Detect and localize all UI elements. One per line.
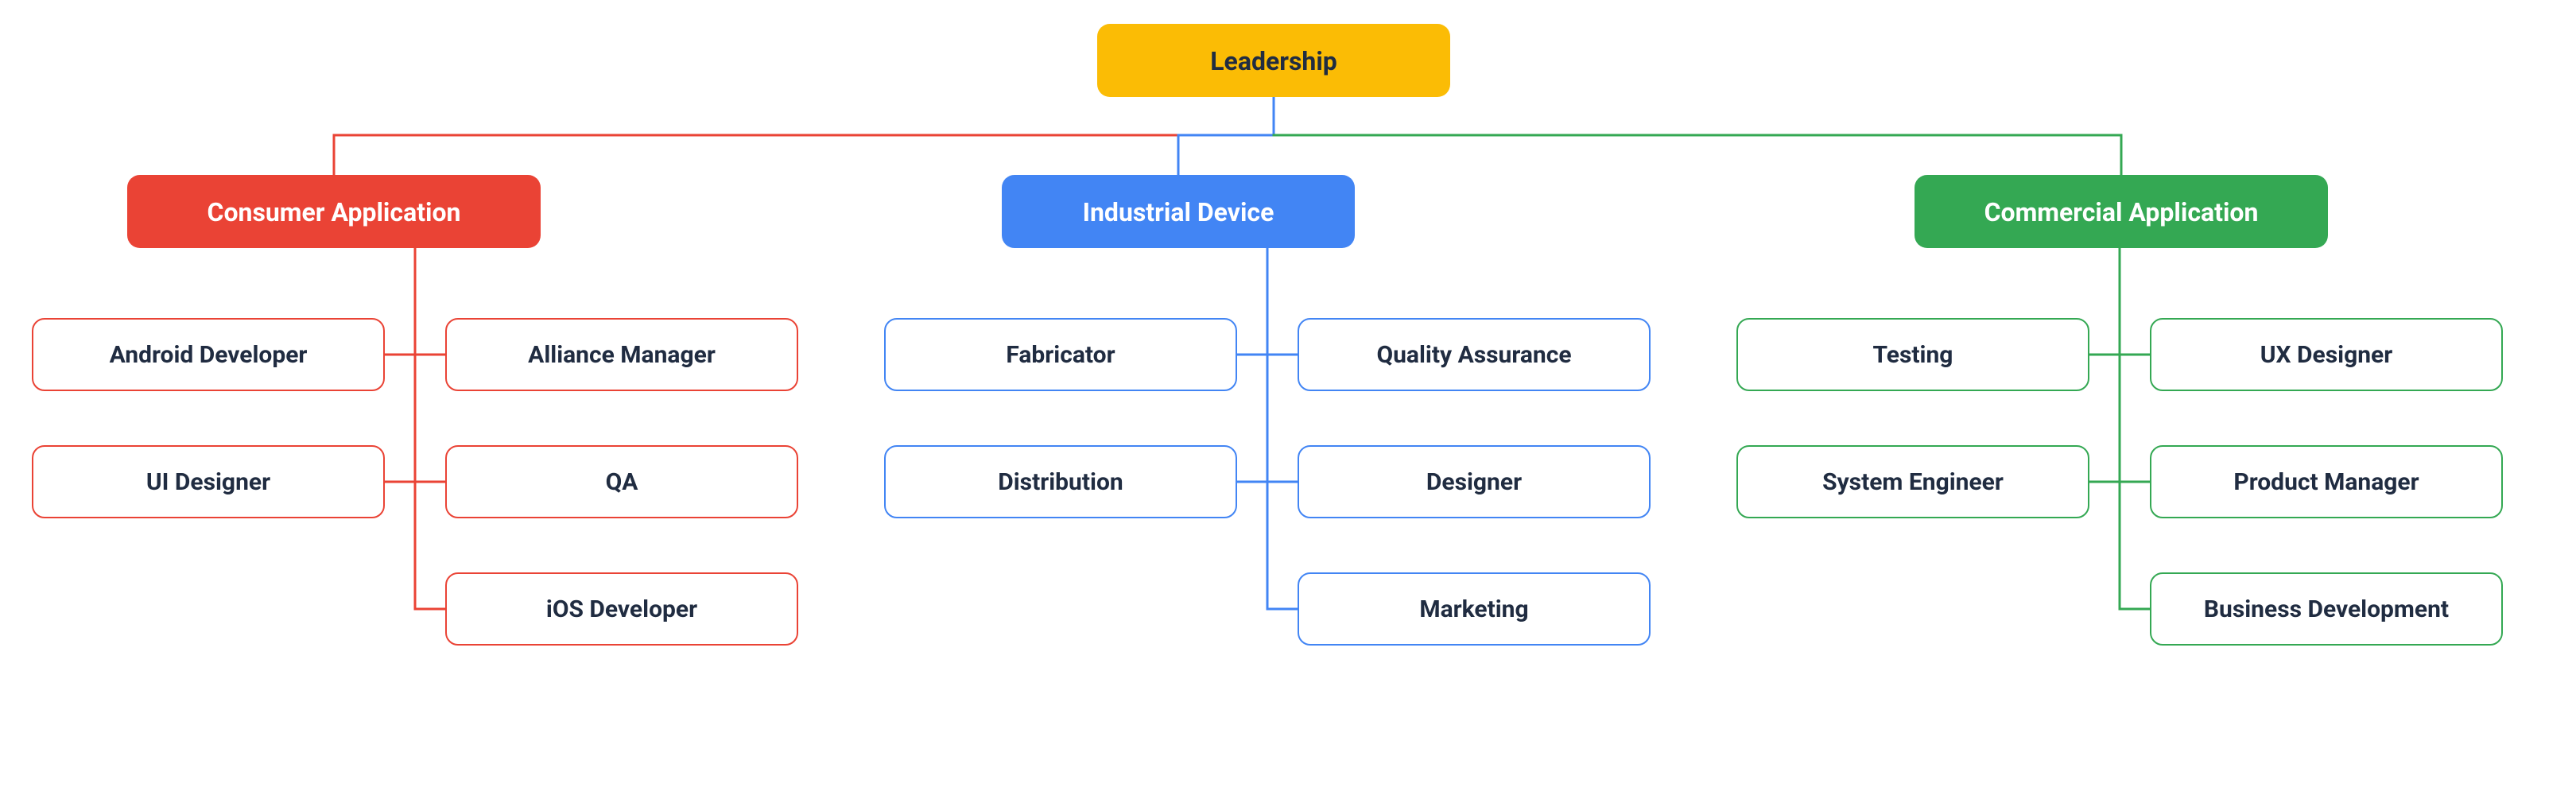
connectors-layer bbox=[0, 0, 2576, 795]
node-i5: Marketing bbox=[1298, 572, 1651, 646]
node-label: UX Designer bbox=[2260, 340, 2392, 369]
node-label: Distribution bbox=[998, 467, 1123, 496]
node-m3: System Engineer bbox=[1736, 445, 2089, 518]
node-i1: Fabricator bbox=[884, 318, 1237, 391]
node-label: System Engineer bbox=[1822, 467, 2004, 496]
node-g2: Industrial Device bbox=[1002, 175, 1355, 248]
node-label: Alliance Manager bbox=[528, 340, 716, 369]
org-chart: Leadership Consumer Application Industrial… bbox=[0, 0, 2576, 795]
node-c5: iOS Developer bbox=[445, 572, 798, 646]
node-i4: Designer bbox=[1298, 445, 1651, 518]
node-c4: QA bbox=[445, 445, 798, 518]
node-label: Fabricator bbox=[1006, 340, 1115, 369]
node-m5: Business Development bbox=[2150, 572, 2503, 646]
node-label: Consumer Application bbox=[208, 196, 461, 227]
node-g3: Commercial Application bbox=[1915, 175, 2328, 248]
node-label: Testing bbox=[1873, 340, 1953, 369]
node-label: Marketing bbox=[1419, 595, 1528, 623]
node-label: iOS Developer bbox=[546, 595, 697, 623]
node-label: QA bbox=[606, 467, 638, 496]
node-i2: Quality Assurance bbox=[1298, 318, 1651, 391]
node-label: Leadership bbox=[1210, 45, 1337, 76]
node-label: Quality Assurance bbox=[1376, 340, 1571, 369]
node-label: UI Designer bbox=[146, 467, 270, 496]
node-label: Designer bbox=[1426, 467, 1522, 496]
node-g1: Consumer Application bbox=[127, 175, 541, 248]
node-label: Product Manager bbox=[2233, 467, 2419, 496]
node-m4: Product Manager bbox=[2150, 445, 2503, 518]
node-c2: Alliance Manager bbox=[445, 318, 798, 391]
node-m2: UX Designer bbox=[2150, 318, 2503, 391]
node-label: Industrial Device bbox=[1083, 196, 1274, 227]
node-c3: UI Designer bbox=[32, 445, 385, 518]
node-c1: Android Developer bbox=[32, 318, 385, 391]
node-label: Business Development bbox=[2204, 595, 2449, 623]
node-i3: Distribution bbox=[884, 445, 1237, 518]
node-label: Commercial Application bbox=[1984, 196, 2259, 227]
node-label: Android Developer bbox=[110, 340, 308, 369]
node-root: Leadership bbox=[1097, 24, 1450, 97]
node-m1: Testing bbox=[1736, 318, 2089, 391]
